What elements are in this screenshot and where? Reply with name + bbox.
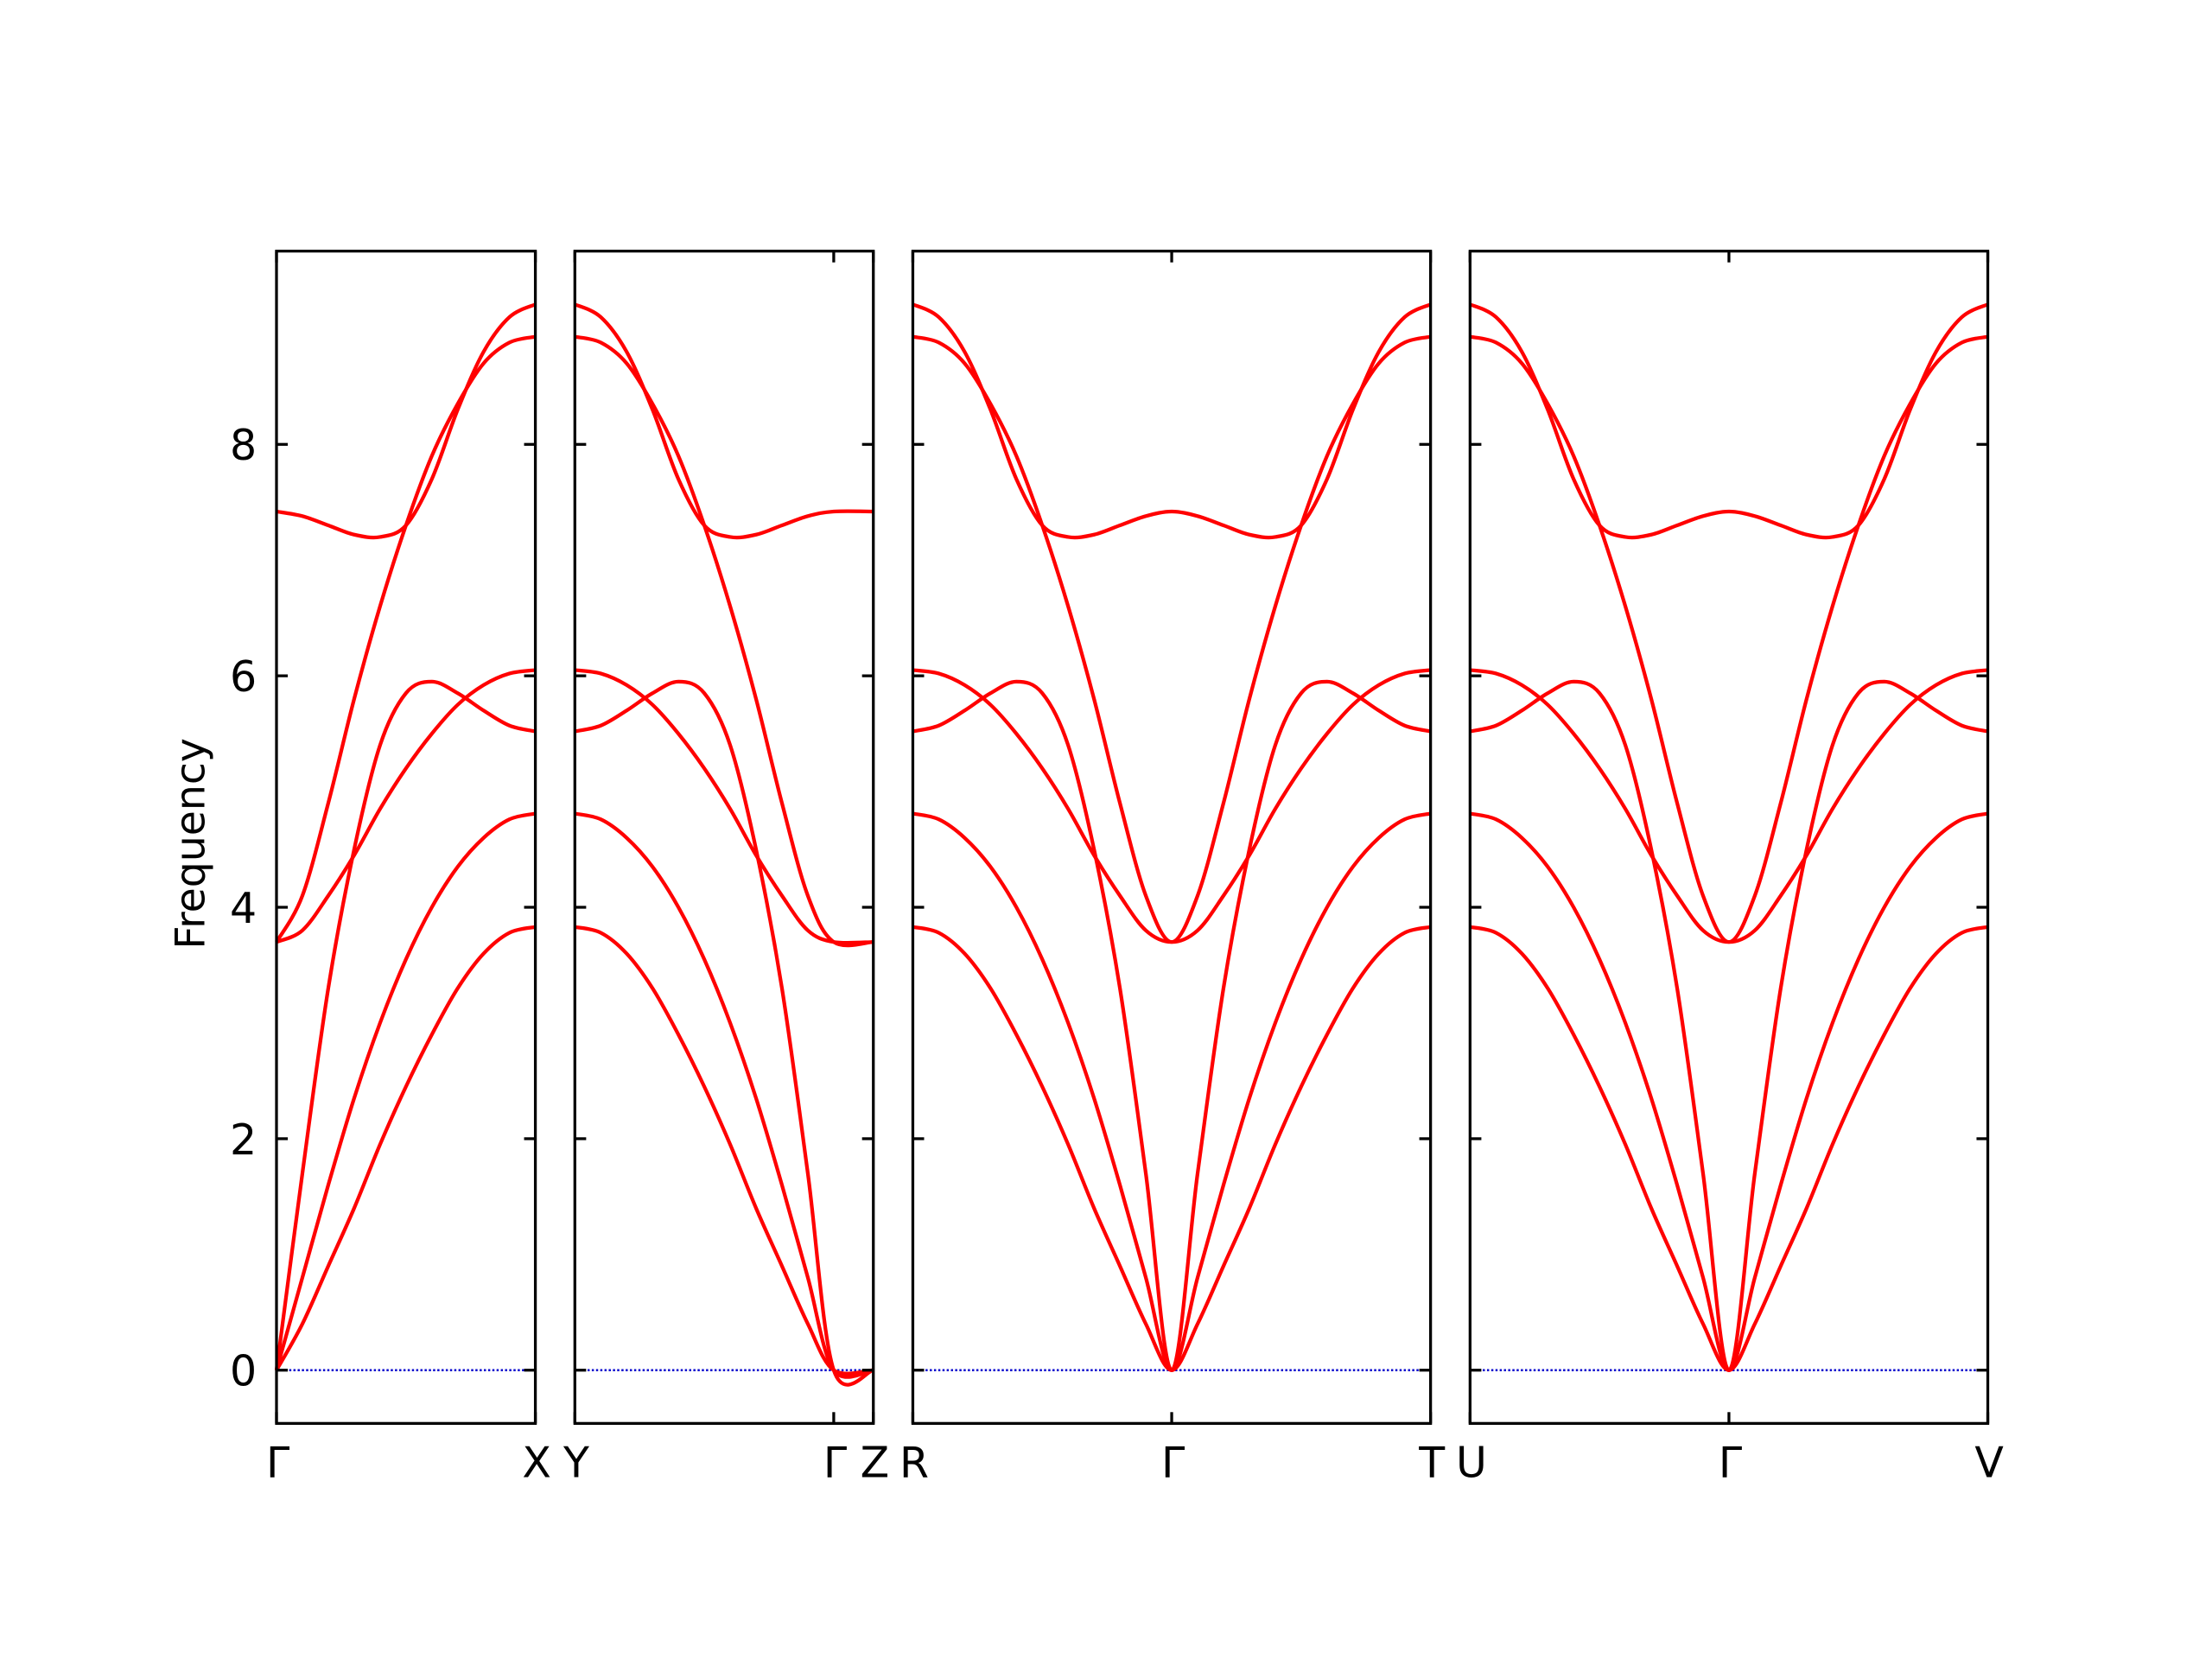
band-line <box>912 302 1432 540</box>
x-tick-label: Y <box>563 1438 589 1487</box>
x-tick-label: T <box>1418 1438 1446 1487</box>
x-tick-label: Γ <box>1161 1438 1185 1487</box>
y-axis-label: Frequency <box>168 738 215 950</box>
y-tick-label: 6 <box>230 652 257 702</box>
y-tick-label: 0 <box>230 1347 257 1396</box>
x-tick-label: R <box>899 1438 929 1487</box>
y-tick-label: 2 <box>230 1116 257 1165</box>
band-line <box>912 679 1432 1372</box>
y-tick-label: 4 <box>230 884 257 933</box>
band-line <box>574 811 874 1379</box>
band-line <box>275 925 537 1371</box>
band-line <box>574 925 874 1376</box>
x-tick-label: Γ <box>823 1438 848 1487</box>
band-line <box>1469 334 1988 944</box>
x-tick-label: Z <box>861 1438 890 1487</box>
band-line <box>274 811 537 1371</box>
panel-frame <box>275 249 537 1425</box>
panel-frame <box>573 249 875 1425</box>
band-line <box>276 302 537 540</box>
band-line <box>575 668 874 945</box>
x-tick-label: V <box>1974 1438 2004 1487</box>
band-line <box>912 334 1432 944</box>
band-line <box>274 679 537 1371</box>
y-tick-label: 8 <box>230 421 257 470</box>
band-line <box>574 302 874 540</box>
x-tick-label: Γ <box>1719 1438 1743 1487</box>
band-line <box>1469 302 1989 540</box>
band-line <box>574 679 874 1387</box>
x-tick-label: X <box>522 1438 551 1487</box>
band-line <box>275 334 537 944</box>
x-tick-label: Γ <box>266 1438 290 1487</box>
band-line <box>276 668 536 944</box>
x-tick-label: U <box>1456 1438 1487 1487</box>
band-line <box>1469 679 1989 1372</box>
band-line <box>574 334 874 948</box>
